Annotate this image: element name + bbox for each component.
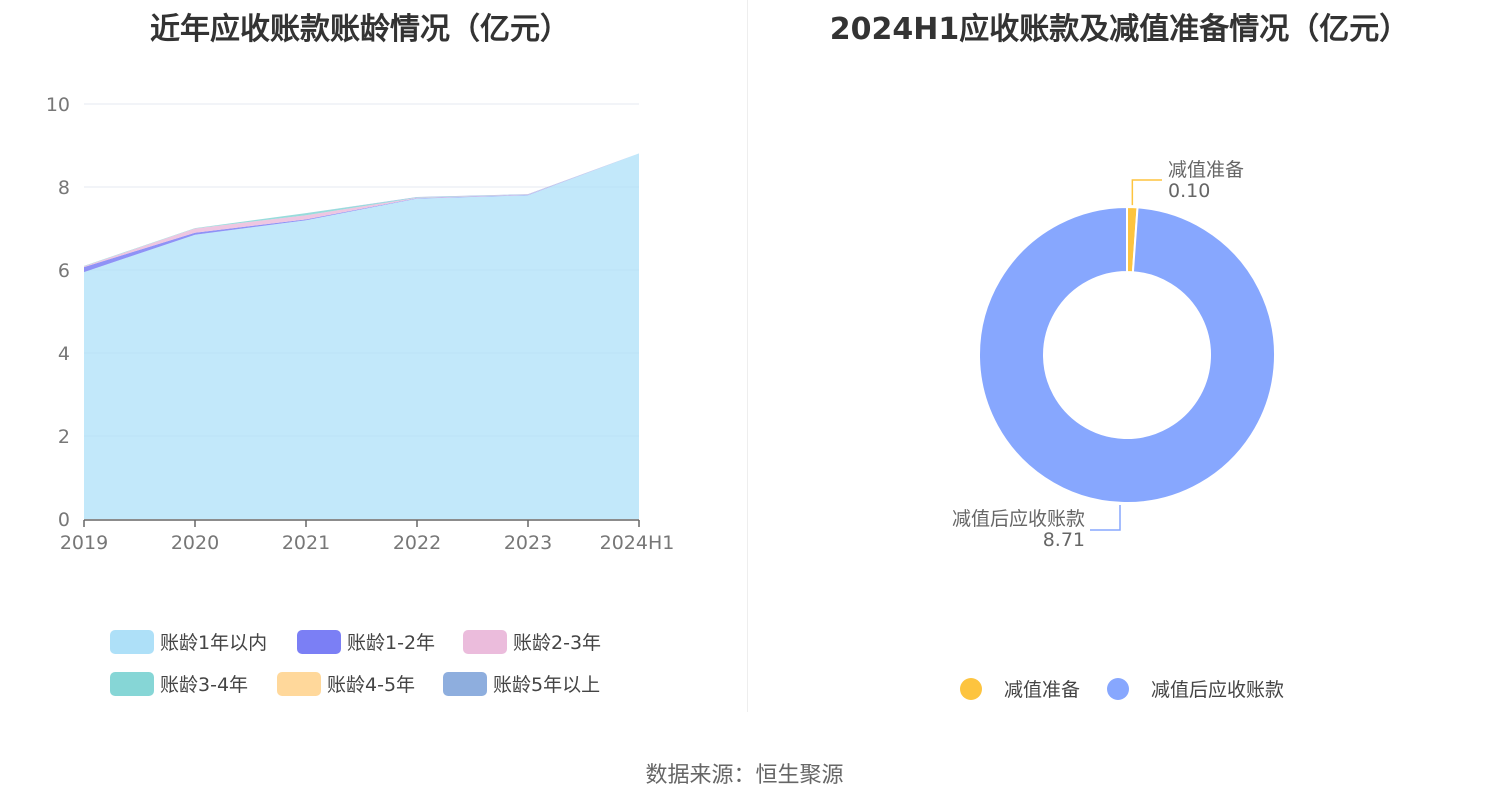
legend-item-series-5[interactable]: 账龄4-5年 xyxy=(277,670,415,697)
y-tick-label: 4 xyxy=(58,343,70,365)
panel-divider xyxy=(747,0,748,712)
x-tick-label: 2023 xyxy=(504,532,552,554)
legend-dot xyxy=(960,677,982,700)
y-tick-label: 0 xyxy=(58,509,70,531)
label-leader-line xyxy=(1131,179,1162,206)
x-tick-label: 2024H1 xyxy=(600,532,675,554)
legend-swatch xyxy=(297,629,341,654)
legend-item-slice-1[interactable]: 减值准备 xyxy=(960,675,1080,702)
legend-swatch xyxy=(110,671,154,696)
donut-chart-title: 2024H1应收账款及减值准备情况（亿元） xyxy=(829,12,1410,47)
legend-swatch xyxy=(110,629,154,654)
x-tick-label: 2020 xyxy=(171,532,219,554)
legend-item-slice-2[interactable]: 减值后应收账款 xyxy=(1107,675,1284,702)
area-chart-title: 近年应收账款账龄情况（亿元） xyxy=(150,12,570,47)
legend-item-series-2[interactable]: 账龄1-2年 xyxy=(297,628,435,655)
legend-label: 账龄2-3年 xyxy=(513,632,602,654)
y-tick-label: 6 xyxy=(58,260,70,282)
area-chart: 0 2 4 6 8 10 2019 2020 2021 2022 2023 2024H1 xyxy=(46,94,675,554)
legend-swatch xyxy=(443,671,487,696)
y-tick-label: 2 xyxy=(58,426,70,448)
legend-item-series-4[interactable]: 账龄3-4年 xyxy=(110,670,248,697)
area-series-1[interactable] xyxy=(84,153,639,519)
legend-swatch xyxy=(277,671,321,696)
legend-item-series-3[interactable]: 账龄2-3年 xyxy=(463,628,601,655)
slice-label-value: 0.10 xyxy=(1168,180,1210,202)
slice-label-value: 8.71 xyxy=(1043,529,1085,551)
label-leader-line xyxy=(1090,505,1121,531)
legend-label: 账龄5年以上 xyxy=(493,674,601,696)
slice-label-name: 减值准备 xyxy=(1168,159,1244,181)
slice-label-name: 减值后应收账款 xyxy=(952,508,1085,530)
x-tick-label: 2022 xyxy=(393,532,441,554)
legend-item-series-1[interactable]: 账龄1年以内 xyxy=(110,628,267,655)
data-source-note: 数据来源：恒生聚源 xyxy=(645,763,844,788)
legend-label: 账龄4-5年 xyxy=(327,674,416,696)
y-tick-label: 10 xyxy=(46,94,70,116)
legend-label: 减值准备 xyxy=(1004,679,1081,701)
x-tick-label: 2019 xyxy=(60,532,108,554)
legend-swatch xyxy=(463,629,507,654)
legend-label: 账龄3-4年 xyxy=(160,674,249,696)
legend-label: 账龄1年以内 xyxy=(160,632,268,654)
legend-label: 账龄1-2年 xyxy=(347,632,436,654)
x-tick-label: 2021 xyxy=(282,532,330,554)
legend-dot xyxy=(1107,677,1129,700)
donut-slice-2[interactable] xyxy=(978,205,1277,504)
y-tick-label: 8 xyxy=(58,177,70,199)
legend-item-series-6[interactable]: 账龄5年以上 xyxy=(443,670,600,697)
legend-label: 减值后应收账款 xyxy=(1151,679,1285,701)
